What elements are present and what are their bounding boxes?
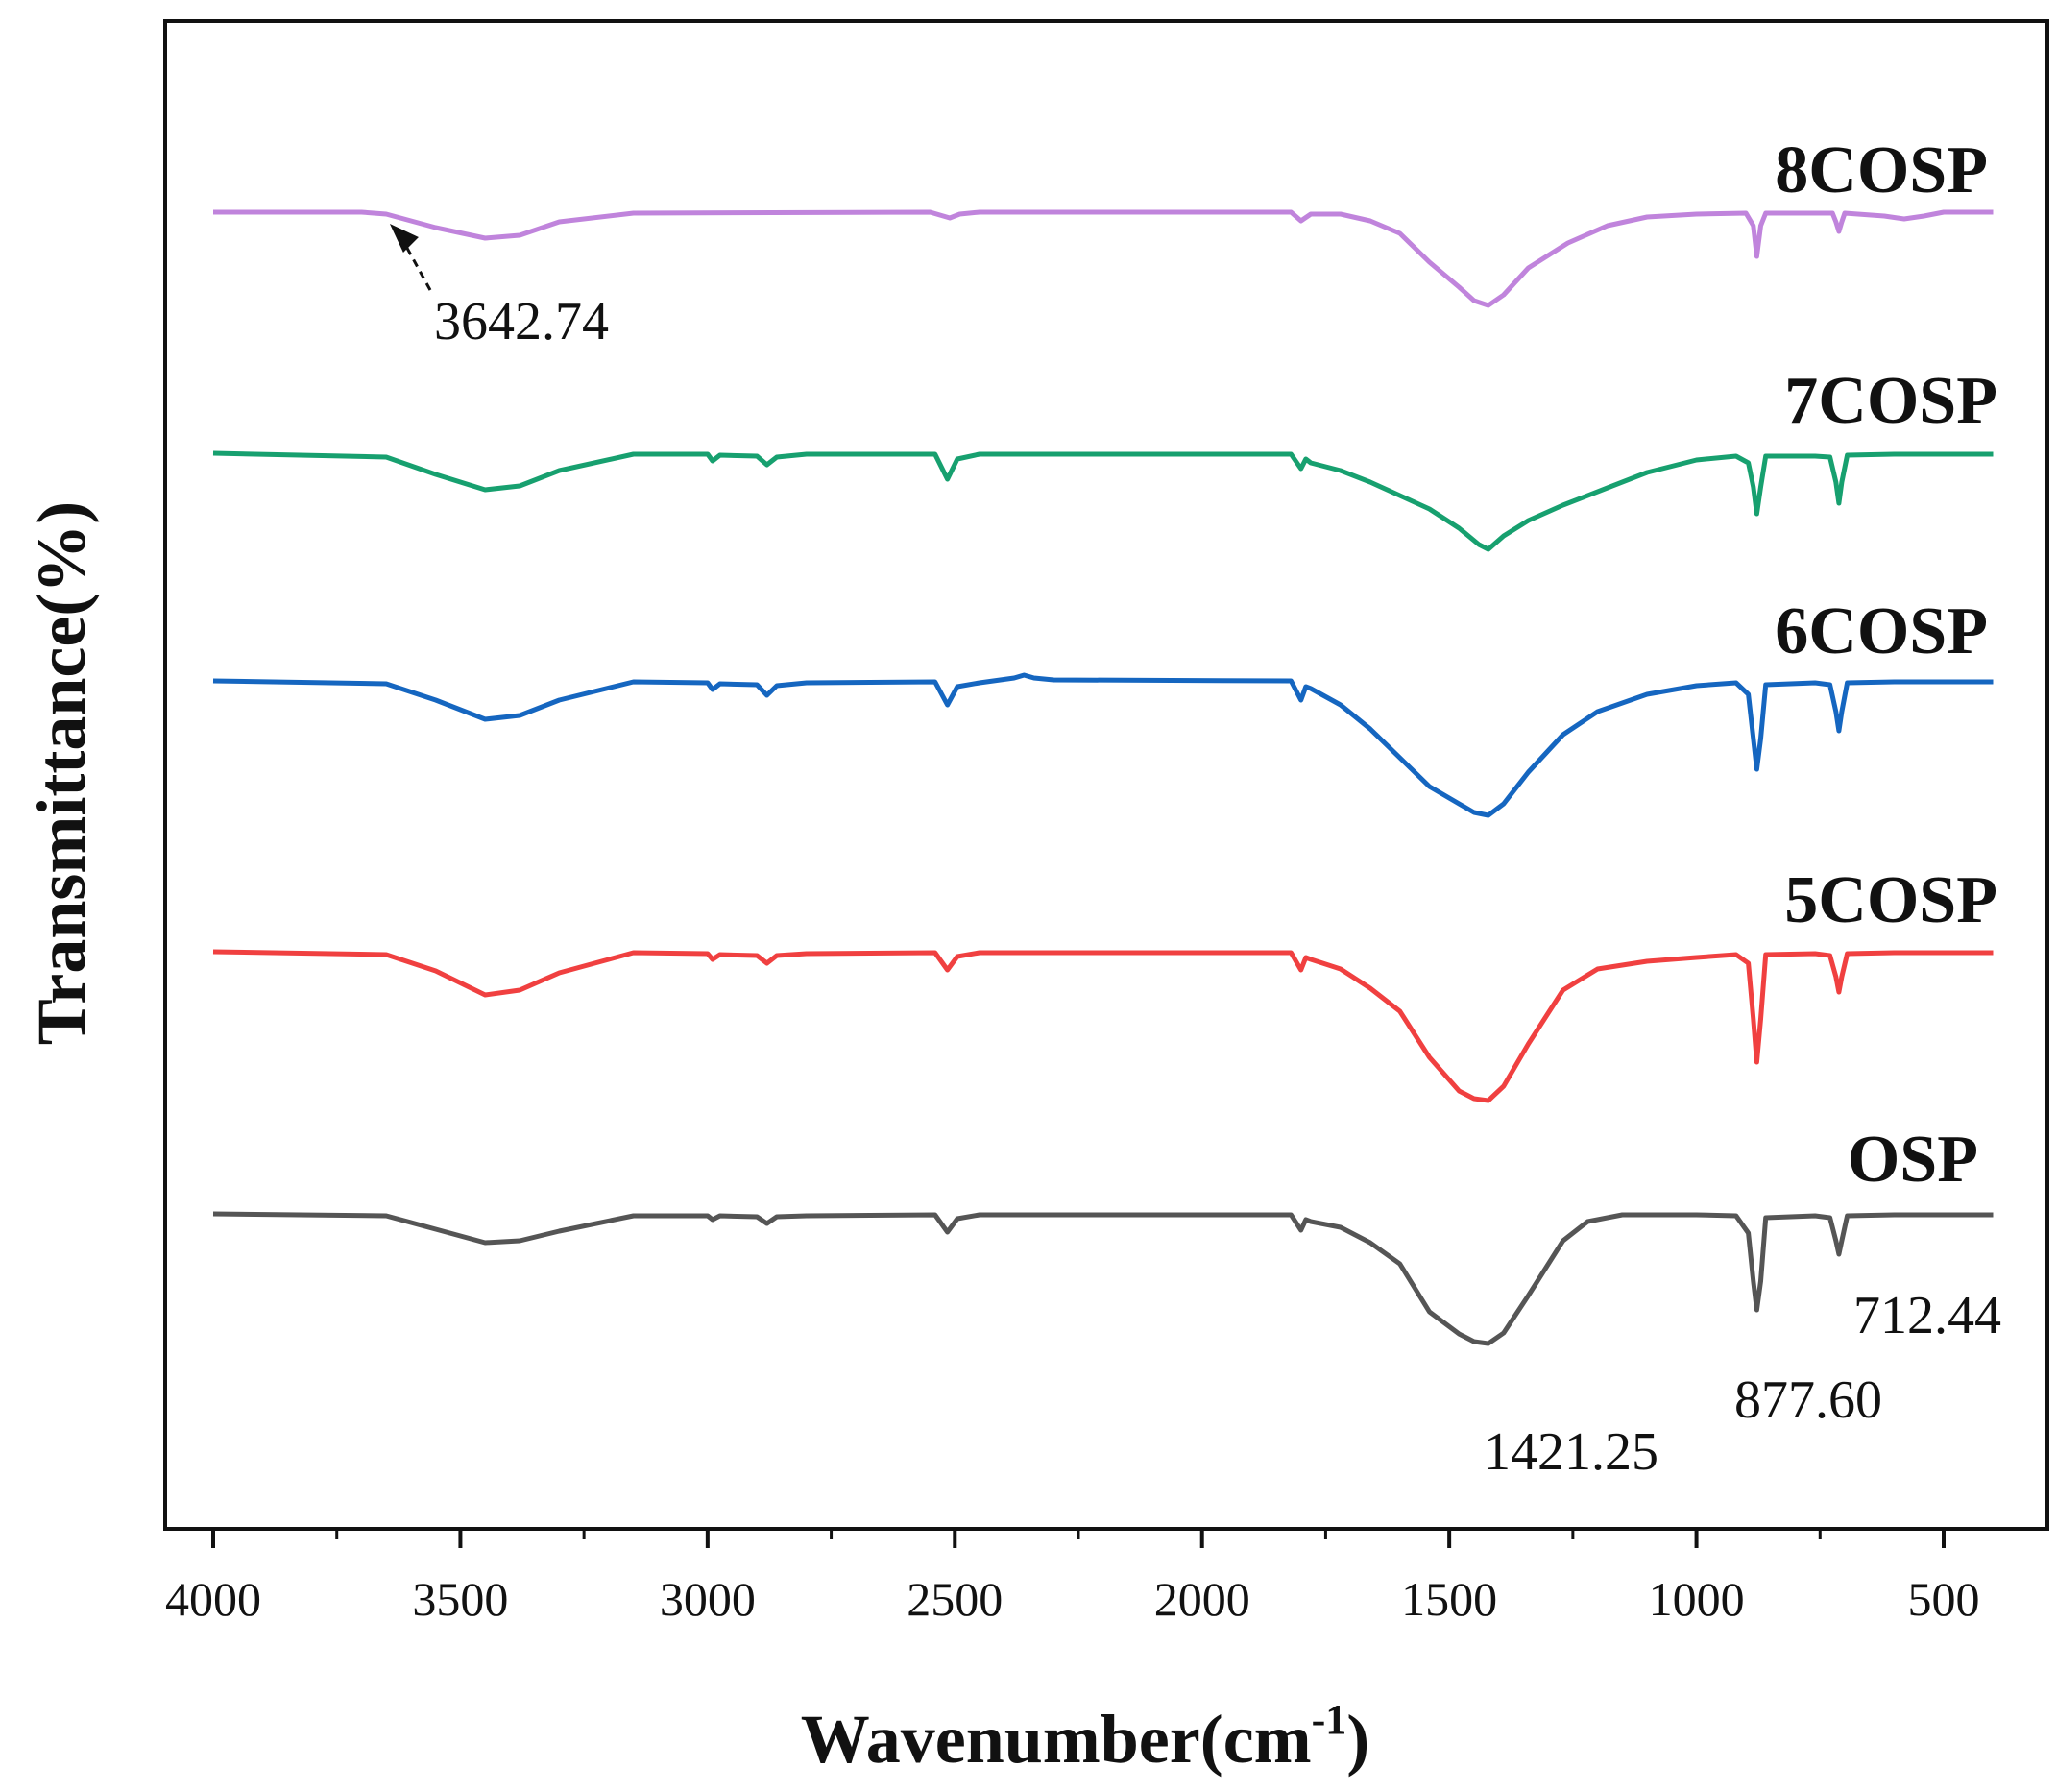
x-axis-ticks: 4000 3500 3000 2500 2000 1500 1000 500 bbox=[165, 1529, 1980, 1626]
series-labels: 8COSP 7COSP 6COSP 5COSP OSP bbox=[1775, 133, 1997, 1197]
plot-frame bbox=[163, 19, 2049, 1531]
peak-annotation: 712.44 bbox=[1853, 1286, 2001, 1345]
y-axis-title: Transmittance(%) bbox=[23, 501, 100, 1046]
series-label-8cosp: 8COSP bbox=[1775, 133, 1988, 207]
x-tick-label: 1000 bbox=[1649, 1572, 1745, 1626]
x-tick-label: 2500 bbox=[907, 1572, 1003, 1626]
series-line-7cosp bbox=[212, 450, 1994, 552]
series-label-osp: OSP bbox=[1848, 1123, 1978, 1197]
x-tick-label: 500 bbox=[1908, 1572, 1980, 1626]
series-label-5cosp: 5COSP bbox=[1784, 863, 1997, 937]
series-label-7cosp: 7COSP bbox=[1784, 364, 1997, 438]
peak-annotation: 1421.25 bbox=[1484, 1422, 1658, 1482]
x-tick-label: 2000 bbox=[1154, 1572, 1250, 1626]
peak-annotation: 877.60 bbox=[1734, 1370, 1882, 1430]
x-axis-title-sup: -1 bbox=[1312, 1696, 1347, 1743]
series-line-8cosp bbox=[213, 209, 1994, 308]
annotation-arrow-line bbox=[401, 240, 432, 291]
x-tick-label: 4000 bbox=[165, 1572, 261, 1626]
x-axis-title: Wavenumber(cm-1) bbox=[801, 1696, 1370, 1778]
series-line-6cosp bbox=[212, 672, 1994, 818]
series-line-5cosp bbox=[212, 949, 1994, 1103]
peak-annotation: 3642.74 bbox=[434, 292, 609, 351]
series-group bbox=[212, 209, 1994, 1346]
x-axis-title-main: Wavenumber(cm bbox=[801, 1701, 1312, 1778]
annotations: 3642.74 1421.25 877.60 712.44 bbox=[389, 224, 2001, 1482]
series-label-6cosp: 6COSP bbox=[1775, 594, 1988, 668]
x-tick-label: 1500 bbox=[1401, 1572, 1497, 1626]
x-tick-label: 3500 bbox=[412, 1572, 508, 1626]
x-tick-label: 3000 bbox=[660, 1572, 756, 1626]
x-axis-title-end: ) bbox=[1346, 1701, 1369, 1778]
annotation-arrow-head bbox=[389, 224, 419, 253]
series-line-osp bbox=[212, 1211, 1994, 1346]
